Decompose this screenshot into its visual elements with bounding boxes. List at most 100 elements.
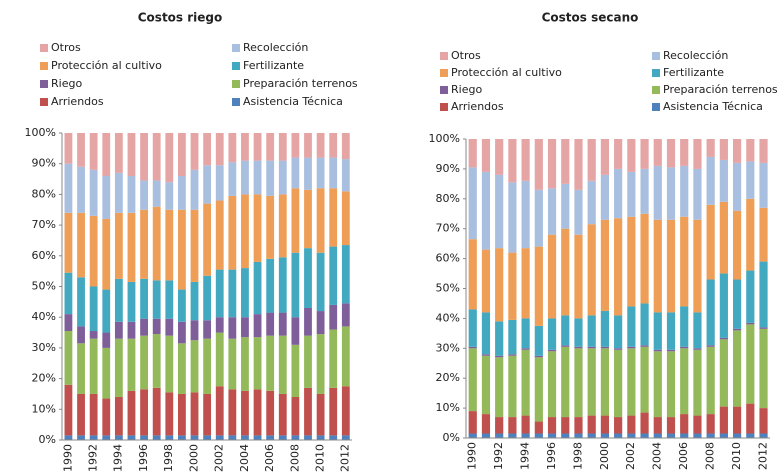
legend-swatch: [440, 103, 448, 111]
bar-segment: [278, 194, 287, 258]
y-tick-label: 20%: [436, 371, 460, 384]
bar-segment: [614, 348, 623, 350]
bar-segment: [719, 339, 728, 407]
bar-segment: [746, 322, 755, 325]
bar-segment: [600, 348, 610, 416]
bar-segment: [481, 354, 491, 356]
bar-segment: [228, 269, 237, 318]
bar-segment: [178, 133, 186, 176]
bar-segment: [508, 433, 517, 438]
bar-segment: [253, 194, 262, 262]
bar-segment: [190, 209, 199, 282]
bar-segment: [732, 328, 742, 331]
bar-segment: [693, 219, 702, 313]
legend-label: Preparación terrenos: [243, 77, 358, 90]
bar-segment: [178, 175, 186, 210]
bar-segment: [627, 171, 636, 217]
bar-segment: [521, 348, 530, 350]
bar-segment: [481, 139, 491, 172]
bar-segment: [561, 417, 570, 434]
bar-segment: [481, 171, 491, 250]
legend-label: Protección al cultivo: [51, 59, 162, 72]
bar-segment: [89, 169, 98, 216]
y-tick-label: 40%: [32, 310, 56, 323]
bar-segment: [165, 435, 174, 440]
bar-segment: [534, 355, 543, 358]
x-tick-label: 2012: [339, 444, 352, 472]
bar-segment: [561, 228, 570, 316]
bar-segment: [746, 270, 755, 323]
bar-segment: [165, 392, 174, 436]
bar-segment: [266, 312, 275, 336]
bar-segment: [640, 139, 649, 169]
bar-segment: [468, 167, 477, 240]
bar-segment: [102, 218, 111, 290]
bar-segment: [587, 315, 596, 347]
x-tick-label: 1996: [137, 444, 150, 472]
y-tick-label: 10%: [436, 401, 460, 414]
bar-segment: [253, 133, 262, 161]
bar-segment: [587, 346, 596, 349]
bar-segment: [203, 338, 212, 394]
bar-segment: [329, 188, 338, 247]
x-tick-label: 1998: [571, 442, 584, 470]
bar-segment: [521, 139, 530, 181]
bar-segment: [329, 133, 338, 158]
bar-segment: [495, 355, 504, 358]
bar-segment: [495, 174, 504, 249]
bar-segment: [547, 417, 557, 434]
y-tick-label: 20%: [32, 372, 56, 385]
legend-label: Riego: [451, 83, 482, 96]
bar-segment: [102, 289, 111, 333]
bar-segment: [77, 435, 85, 440]
bar-segment: [127, 435, 136, 440]
bar-segment: [178, 435, 186, 440]
bar-segment: [627, 216, 636, 307]
bar-segment: [152, 280, 161, 319]
bar-segment: [666, 312, 676, 350]
bar-segment: [653, 312, 662, 350]
legend-swatch: [440, 69, 448, 77]
bar-segment: [693, 348, 702, 350]
bar-segment: [241, 268, 249, 318]
bar-segment: [215, 332, 224, 387]
x-tick-label: 2008: [704, 442, 717, 470]
bar-segment: [178, 393, 186, 436]
bar-segment: [89, 393, 98, 436]
y-tick-label: 50%: [436, 282, 460, 295]
bar-segment: [693, 312, 702, 349]
bar-segment: [587, 224, 596, 316]
y-tick-label: 100%: [429, 132, 460, 145]
bar-segment: [178, 321, 186, 344]
bar-segment: [574, 318, 583, 347]
bar-segment: [587, 415, 596, 434]
bar-segment: [304, 435, 312, 440]
x-tick-label: 2006: [263, 444, 276, 472]
bar-segment: [140, 435, 148, 440]
bar-segment: [316, 133, 325, 158]
bar-segment: [680, 433, 689, 438]
bar-segment: [732, 210, 742, 280]
x-tick-label: 2010: [313, 444, 326, 472]
x-tick-label: 2008: [288, 444, 301, 472]
x-tick-label: 2012: [756, 442, 769, 470]
bar-segment: [165, 133, 174, 183]
bar-segment: [64, 212, 73, 273]
bar-segment: [534, 325, 543, 356]
bar-segment: [102, 435, 111, 440]
bar-segment: [253, 314, 262, 338]
bar-segment: [266, 195, 275, 259]
bar-segment: [746, 139, 755, 162]
bar-segment: [521, 318, 530, 349]
bar-segment: [693, 433, 702, 438]
bar-segment: [521, 180, 530, 249]
bar-segment: [215, 386, 224, 436]
legend-label: Asistencia Técnica: [663, 100, 763, 113]
bar-segment: [165, 209, 174, 281]
bar-segment: [587, 348, 596, 416]
bar-segment: [140, 180, 148, 210]
bar-segment: [140, 133, 148, 181]
bar-segment: [127, 175, 136, 213]
bar-segment: [508, 355, 517, 418]
